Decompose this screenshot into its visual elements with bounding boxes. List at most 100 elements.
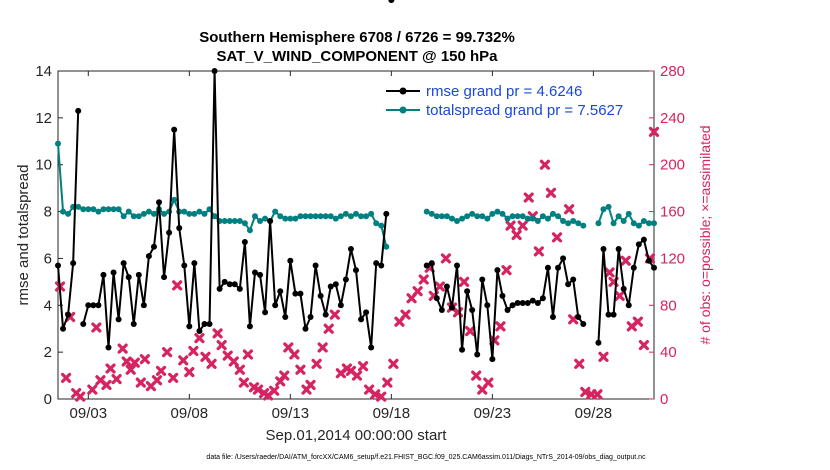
obs-marker xyxy=(329,309,340,320)
y-tick-label: 0 xyxy=(44,391,52,408)
y-tick-label: 14 xyxy=(35,63,52,80)
totalspread-point xyxy=(145,208,152,215)
rmse-point xyxy=(529,297,536,304)
obs-marker xyxy=(648,126,660,138)
rmse-point xyxy=(236,285,243,292)
rmse-point xyxy=(287,257,294,264)
rmse-point xyxy=(272,302,279,309)
obs-marker xyxy=(620,255,631,266)
totalspread-point xyxy=(135,213,142,220)
totalspread-point xyxy=(161,210,168,217)
totalspread-point xyxy=(534,217,541,224)
totalspread-point xyxy=(196,208,203,215)
totalspread-point xyxy=(524,215,531,222)
rmse-point xyxy=(150,243,157,250)
totalspread-point xyxy=(171,196,178,203)
obs-marker xyxy=(400,309,411,320)
y-right-tick-label: 0 xyxy=(660,391,668,408)
rmse-point xyxy=(262,309,269,316)
totalspread-point xyxy=(373,220,380,227)
obs-marker xyxy=(539,159,551,170)
y-right-tick-label: 120 xyxy=(660,250,685,267)
rmse-series xyxy=(55,0,657,363)
obs-marker xyxy=(168,372,179,384)
rmse-point xyxy=(231,281,238,288)
y-tick-label: 12 xyxy=(35,110,52,127)
rmse-point xyxy=(469,306,476,313)
totalspread-point xyxy=(529,215,536,222)
totalspread-point xyxy=(615,213,622,220)
rmse-point xyxy=(580,321,587,328)
rmse-point xyxy=(196,328,203,335)
rmse-point xyxy=(423,262,430,269)
rmse-point xyxy=(145,253,152,260)
x-tick-label: 09/08 xyxy=(171,405,209,422)
rmse-point xyxy=(100,271,107,278)
obs-marker xyxy=(111,373,122,385)
rmse-point xyxy=(575,314,582,320)
rmse-point xyxy=(176,224,183,231)
totalspread-point xyxy=(353,210,359,217)
obs-marker xyxy=(289,349,300,360)
rmse-point xyxy=(191,260,198,267)
totalspread-point xyxy=(201,210,208,217)
totalspread-point xyxy=(625,210,632,217)
rmse-point xyxy=(459,346,466,353)
rmse-point xyxy=(479,276,486,283)
rmse-point xyxy=(322,311,329,318)
rmse-point xyxy=(504,306,511,313)
totalspread-point xyxy=(150,210,157,217)
totalspread-point xyxy=(75,203,82,210)
totalspread-point xyxy=(322,213,329,220)
rmse-point xyxy=(625,302,632,309)
obs-marker xyxy=(471,370,482,381)
obs-marker xyxy=(545,187,557,198)
legend-spread-label: totalspread grand pr = 7.5627 xyxy=(426,102,623,119)
rmse-point xyxy=(181,262,188,269)
rmse-point xyxy=(337,302,344,309)
totalspread-point xyxy=(130,213,137,220)
totalspread-point xyxy=(226,217,233,224)
totalspread-point xyxy=(181,208,188,215)
totalspread-point xyxy=(423,208,430,215)
data-file-footnote: data file: /Users/raeder/DAI/ATM_forcXX/… xyxy=(206,454,646,461)
y-right-tick-label: 160 xyxy=(660,204,685,221)
obs-marker xyxy=(501,265,512,276)
obs-marker xyxy=(87,384,98,395)
totalspread-point xyxy=(464,213,471,220)
y-tick-label: 6 xyxy=(44,250,52,267)
totalspread-point xyxy=(292,215,299,222)
rmse-point xyxy=(317,292,324,299)
rmse-point xyxy=(358,316,365,323)
rmse-point xyxy=(201,321,208,328)
rmse-point xyxy=(55,262,61,269)
obs-marker xyxy=(269,385,280,396)
totalspread-point xyxy=(221,217,228,224)
totalspread-point xyxy=(272,208,279,215)
rmse-point xyxy=(166,229,173,236)
obs-marker xyxy=(517,220,528,231)
totalspread-point xyxy=(459,215,466,222)
x-tick-label: 09/23 xyxy=(474,405,512,422)
y-tick-label: 4 xyxy=(44,297,52,314)
rmse-point xyxy=(186,323,193,330)
obs-marker xyxy=(172,280,183,291)
rmse-point xyxy=(640,236,647,243)
rmse-point xyxy=(211,68,218,74)
obs-marker xyxy=(440,253,452,264)
totalspread-point xyxy=(251,213,258,220)
totalspread-point xyxy=(358,213,365,220)
y-tick-label: 2 xyxy=(44,344,52,361)
rmse-point xyxy=(327,283,334,290)
rmse-point xyxy=(560,255,567,262)
rmse-point xyxy=(499,292,506,299)
obs-marker xyxy=(598,351,609,362)
rmse-point xyxy=(120,260,127,267)
rmse-point xyxy=(454,262,461,269)
obs-marker xyxy=(101,379,112,391)
rmse-point xyxy=(388,0,395,3)
obs-marker xyxy=(574,358,585,369)
obs-marker xyxy=(551,232,563,243)
totalspread-point xyxy=(85,206,92,213)
rmse-point xyxy=(95,302,102,309)
